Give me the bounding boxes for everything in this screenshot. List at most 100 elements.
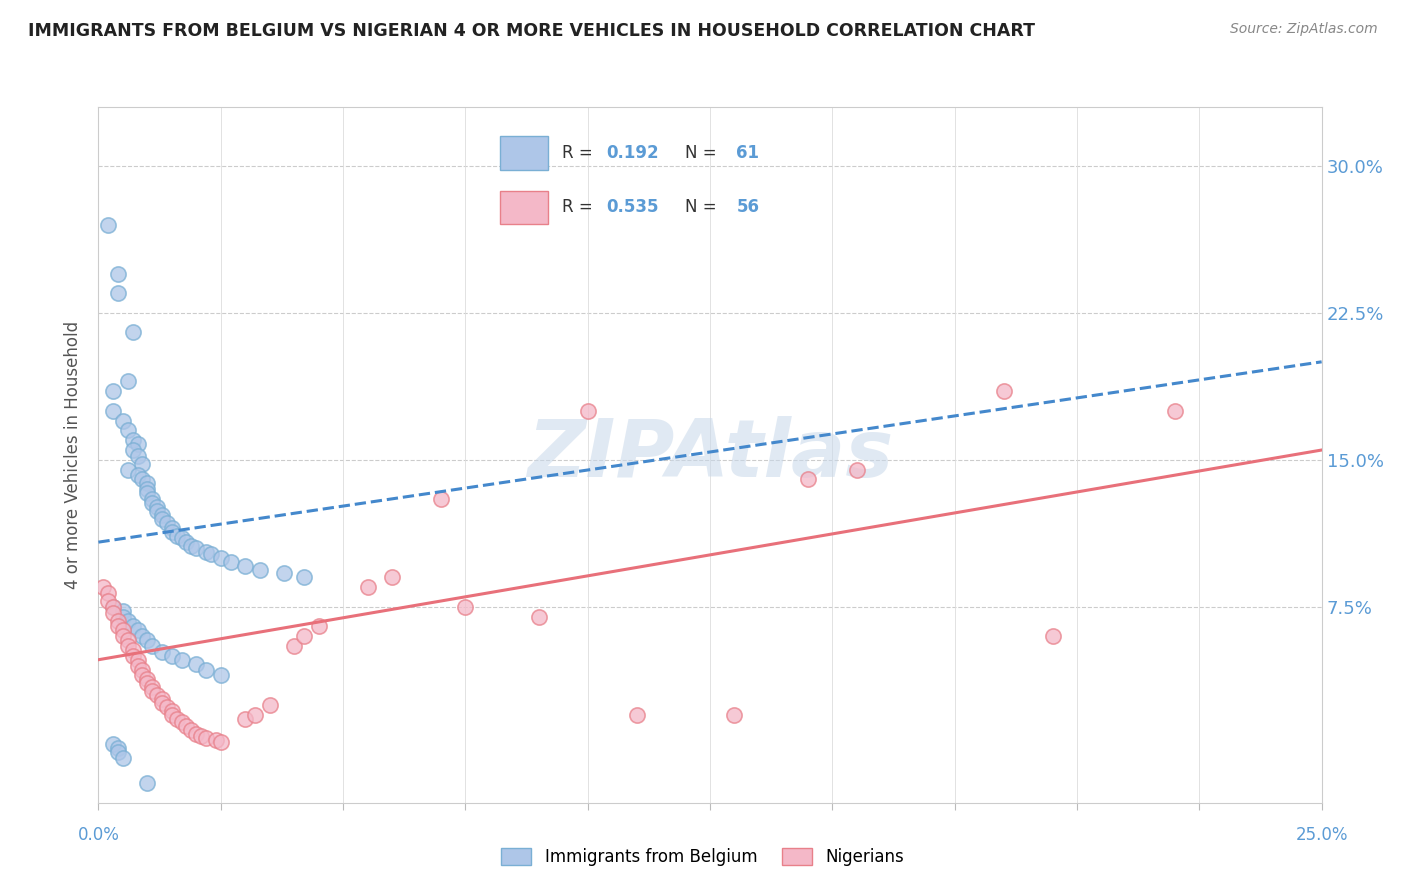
Point	[170, 531, 193, 545]
Point	[292, 570, 315, 584]
Point	[356, 580, 378, 594]
Point	[209, 550, 232, 565]
Point	[107, 267, 129, 281]
Point	[283, 639, 305, 653]
Point	[136, 482, 159, 496]
Point	[160, 648, 183, 663]
Point	[111, 629, 134, 643]
Point	[111, 750, 134, 764]
Point	[121, 643, 143, 657]
Point	[136, 633, 159, 648]
Point	[170, 715, 193, 730]
Point	[131, 472, 153, 486]
Point	[381, 570, 404, 584]
Point	[209, 668, 232, 682]
Point	[136, 486, 159, 500]
Point	[454, 599, 477, 614]
Point	[180, 539, 202, 553]
Point	[219, 555, 242, 569]
Text: IMMIGRANTS FROM BELGIUM VS NIGERIAN 4 OR MORE VEHICLES IN HOUSEHOLD CORRELATION : IMMIGRANTS FROM BELGIUM VS NIGERIAN 4 OR…	[28, 22, 1035, 40]
Point	[97, 594, 120, 608]
Point	[186, 541, 208, 555]
Point	[117, 375, 139, 389]
Point	[170, 653, 193, 667]
Text: ZIPAtlas: ZIPAtlas	[527, 416, 893, 494]
Point	[101, 737, 124, 751]
Point	[527, 609, 550, 624]
Point	[111, 414, 134, 428]
Point	[131, 457, 153, 471]
Point	[146, 500, 169, 514]
Point	[121, 619, 143, 633]
Point	[160, 521, 183, 535]
Point	[797, 472, 820, 486]
Point	[576, 404, 599, 418]
Point	[141, 496, 163, 510]
Point	[97, 586, 120, 600]
Point	[117, 614, 139, 628]
Point	[127, 624, 149, 638]
Point	[1042, 629, 1064, 643]
Point	[136, 476, 159, 491]
Point	[107, 614, 129, 628]
Legend: Immigrants from Belgium, Nigerians: Immigrants from Belgium, Nigerians	[494, 840, 912, 875]
Point	[127, 658, 149, 673]
Point	[195, 731, 218, 745]
Point	[97, 218, 120, 232]
Point	[117, 633, 139, 648]
Point	[146, 688, 169, 702]
Point	[121, 443, 143, 458]
Point	[176, 535, 198, 549]
Point	[430, 491, 453, 506]
Point	[150, 696, 173, 710]
Point	[160, 704, 183, 718]
Point	[121, 326, 143, 340]
Point	[141, 639, 163, 653]
Point	[186, 657, 208, 671]
Point	[993, 384, 1015, 399]
Point	[156, 699, 179, 714]
Point	[136, 776, 159, 790]
Point	[626, 707, 648, 722]
Point	[845, 462, 868, 476]
Point	[91, 580, 114, 594]
Point	[107, 619, 129, 633]
Point	[150, 692, 173, 706]
Point	[131, 629, 153, 643]
Point	[101, 599, 124, 614]
Point	[141, 684, 163, 698]
Point	[117, 639, 139, 653]
Point	[160, 707, 183, 722]
Point	[259, 698, 281, 712]
Point	[150, 508, 173, 522]
Point	[156, 516, 179, 530]
Point	[136, 676, 159, 690]
Point	[166, 529, 188, 543]
Point	[127, 653, 149, 667]
Point	[273, 566, 295, 581]
Point	[121, 648, 143, 663]
Point	[117, 462, 139, 476]
Point	[205, 733, 228, 747]
Point	[180, 723, 202, 738]
Point	[233, 712, 256, 726]
Point	[117, 424, 139, 438]
Point	[141, 491, 163, 506]
Point	[308, 619, 330, 633]
Point	[127, 468, 149, 483]
Point	[101, 404, 124, 418]
Point	[190, 729, 212, 743]
Point	[150, 645, 173, 659]
Point	[141, 680, 163, 694]
Point	[131, 663, 153, 677]
Point	[160, 525, 183, 540]
Point	[233, 558, 256, 573]
Point	[101, 606, 124, 620]
Y-axis label: 4 or more Vehicles in Household: 4 or more Vehicles in Household	[65, 321, 83, 589]
Point	[127, 449, 149, 463]
Text: 25.0%: 25.0%	[1295, 826, 1348, 845]
Point	[111, 609, 134, 624]
Point	[249, 563, 271, 577]
Point	[176, 719, 198, 733]
Point	[195, 663, 218, 677]
